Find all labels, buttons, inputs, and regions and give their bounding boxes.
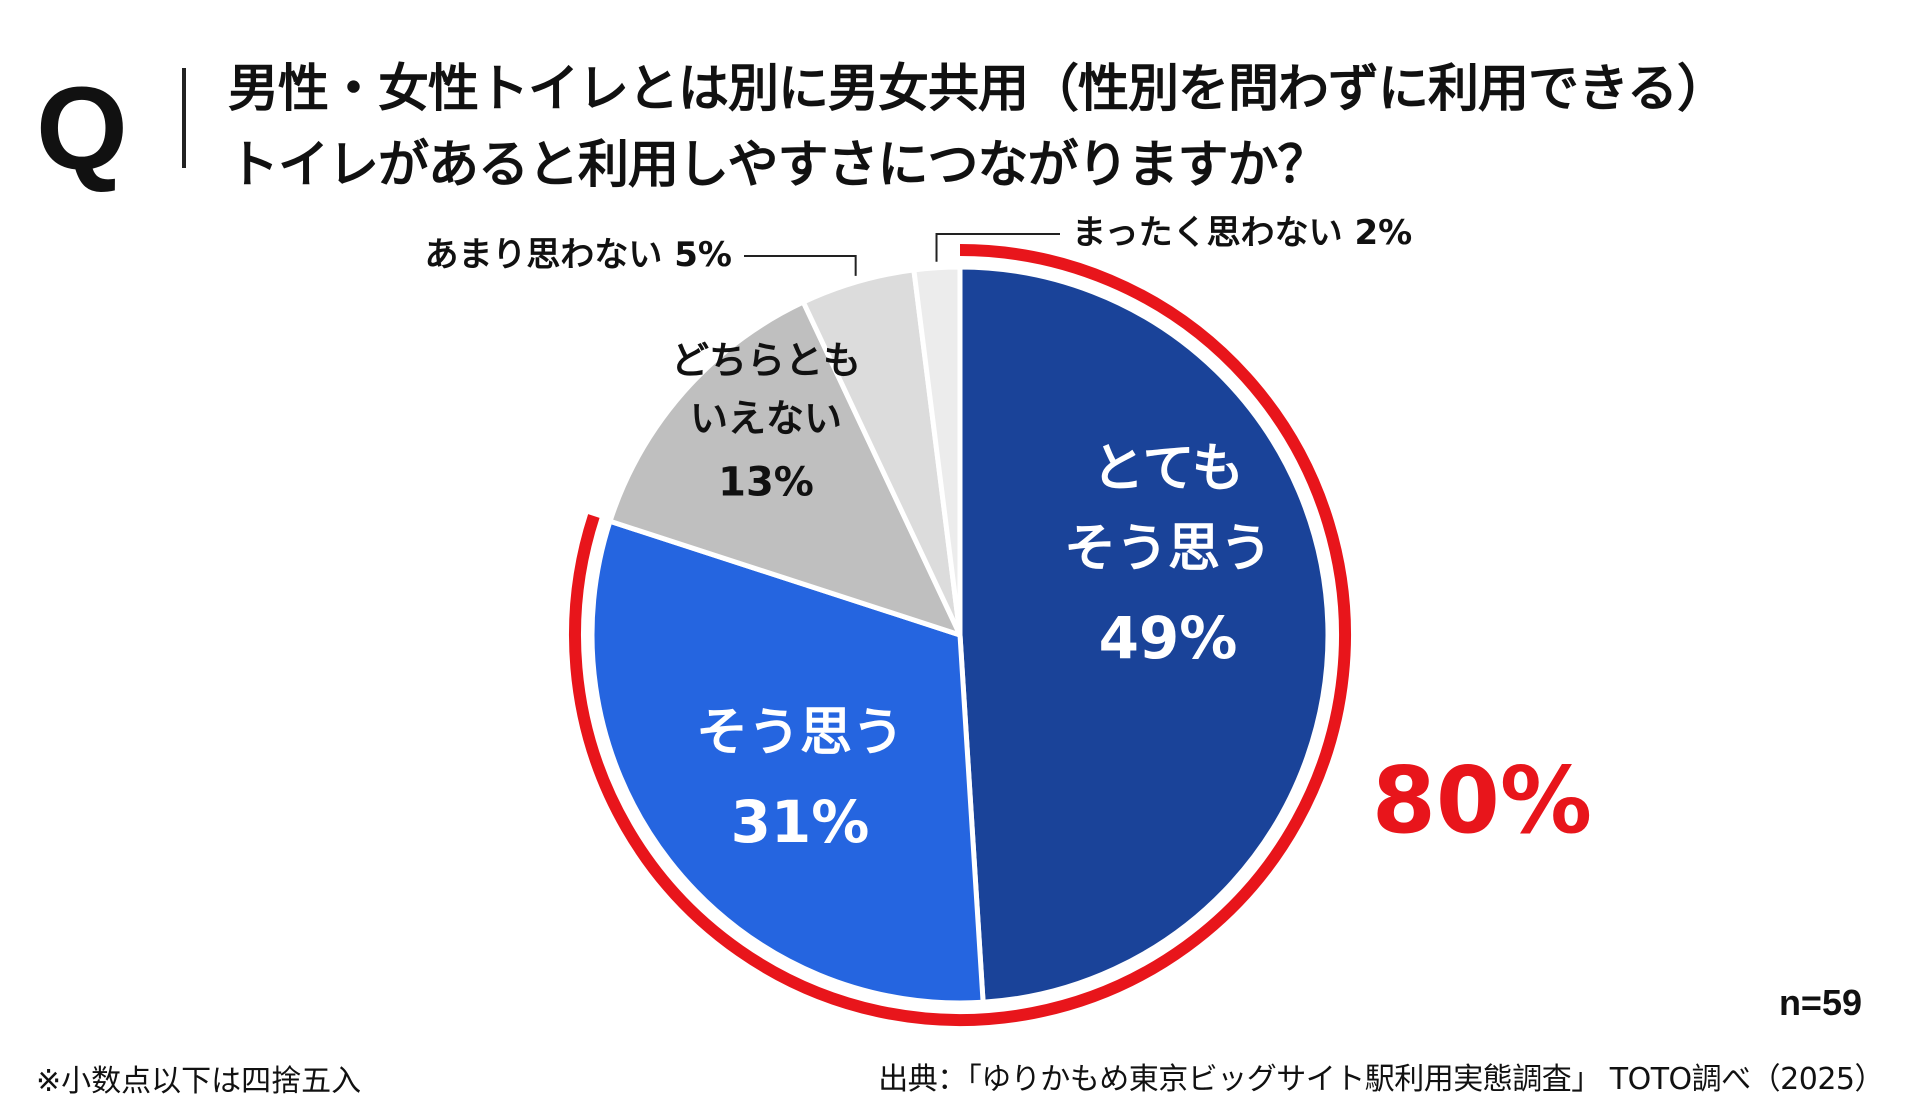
rounding-footnote: ※小数点以下は四捨五入 xyxy=(36,1064,362,1099)
sample-size: n=59 xyxy=(1778,982,1862,1023)
highlight-value: 80% xyxy=(1372,747,1592,854)
slice-value-0: 49% xyxy=(1099,604,1238,672)
slice-value-2: 13% xyxy=(718,459,814,505)
question-text: 男性・女性トイレとは別に男女共用（性別を問わずに利用できる） トイレがあると利用… xyxy=(228,52,1908,204)
pie-slice-2 xyxy=(607,299,963,638)
leader-line-4 xyxy=(935,233,1060,262)
slice-label-1: そう思う xyxy=(696,703,904,763)
source-note: 出典：「ゆりかもめ東京ビッグサイト駅利用実態調査」 TOTO調べ（2025） xyxy=(878,1062,1884,1097)
slice-label-0: そう思う xyxy=(1064,519,1272,579)
leader-line-3 xyxy=(744,255,857,276)
header-divider xyxy=(182,68,186,168)
pie-slice-0 xyxy=(957,264,1331,1005)
slice-label-2: いえない xyxy=(690,396,842,440)
slice-outside-label-3: あまり思わない 5% xyxy=(424,235,732,275)
slice-label-2: どちらとも xyxy=(671,338,861,382)
question-line-1: 男性・女性トイレとは別に男女共用（性別を問わずに利用できる） xyxy=(228,60,1728,119)
slice-label-0: とても xyxy=(1092,439,1244,499)
slice-value-1: 31% xyxy=(731,788,870,856)
slice-outside-label-4: まったく思わない 2% xyxy=(1072,213,1412,253)
highlight-ring xyxy=(569,244,1351,1026)
question-mark-label: Q xyxy=(36,63,128,195)
pie-slice-4 xyxy=(911,264,963,638)
question-line-2: トイレがあると利用しやすさにつながりますか？ xyxy=(228,136,1329,195)
pie-slice-1 xyxy=(589,518,986,1006)
